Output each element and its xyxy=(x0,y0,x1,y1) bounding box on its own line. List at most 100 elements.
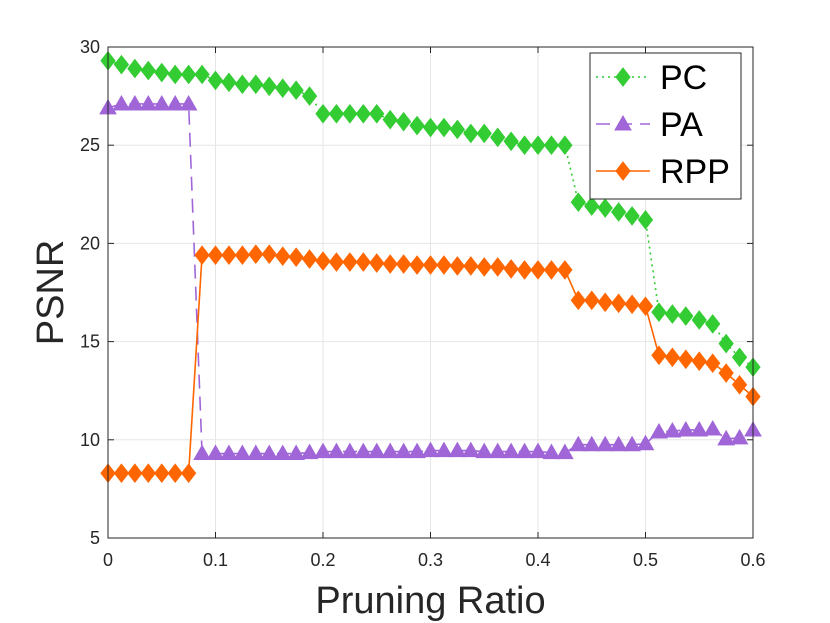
data-point-pc xyxy=(476,123,492,144)
x-tick-label: 0.2 xyxy=(310,550,335,570)
data-point-rpp xyxy=(449,256,466,276)
data-point-rpp xyxy=(113,463,130,484)
data-point-pc xyxy=(409,115,425,136)
data-point-rpp xyxy=(248,244,264,265)
data-point-pc xyxy=(127,58,143,79)
data-point-rpp xyxy=(342,252,358,272)
data-point-pc xyxy=(705,314,721,334)
data-point-pa xyxy=(582,435,601,452)
data-point-pc xyxy=(731,347,748,368)
x-tick-label: 0.4 xyxy=(525,550,550,570)
data-point-pc xyxy=(288,80,304,101)
data-point-pa xyxy=(206,444,225,461)
x-axis-label: Pruning Ratio xyxy=(315,580,545,622)
x-tick-label: 0.5 xyxy=(633,550,658,570)
data-point-pc xyxy=(664,304,681,324)
data-point-pa xyxy=(327,442,346,459)
data-point-pa xyxy=(233,444,252,461)
legend: PC PA RPP xyxy=(589,52,742,200)
data-point-rpp xyxy=(557,260,573,280)
data-point-pc xyxy=(530,135,546,156)
data-point-rpp xyxy=(288,247,304,267)
data-point-pc xyxy=(503,131,519,152)
data-point-pa xyxy=(193,444,211,461)
data-point-pa xyxy=(126,94,144,111)
data-point-pa xyxy=(139,94,158,111)
data-point-pa xyxy=(246,444,265,461)
y-tick-label: 15 xyxy=(80,332,100,352)
data-point-pa xyxy=(354,442,373,459)
data-point-rpp xyxy=(543,260,560,280)
data-point-pa xyxy=(488,442,507,459)
data-point-rpp xyxy=(610,293,627,314)
data-point-rpp xyxy=(530,260,546,280)
data-point-rpp xyxy=(691,351,707,372)
data-point-rpp xyxy=(221,245,237,265)
data-point-rpp xyxy=(651,345,667,366)
data-point-pa xyxy=(408,442,426,459)
data-point-pa xyxy=(394,442,413,459)
data-point-rpp xyxy=(234,245,251,265)
data-point-rpp xyxy=(637,296,654,317)
data-point-rpp xyxy=(516,260,533,280)
data-point-pa xyxy=(314,442,332,459)
data-point-pc xyxy=(557,135,573,156)
data-point-pc xyxy=(570,192,586,212)
data-point-rpp xyxy=(127,463,143,484)
data-point-rpp xyxy=(275,246,291,266)
data-point-pa xyxy=(703,419,722,436)
data-point-rpp xyxy=(207,245,224,265)
data-point-pc xyxy=(369,103,385,124)
data-point-pc xyxy=(301,86,318,106)
data-point-pa xyxy=(435,441,453,458)
data-point-rpp xyxy=(369,253,385,273)
data-point-rpp xyxy=(167,463,183,484)
data-point-pc xyxy=(140,60,156,81)
data-point-pc xyxy=(167,64,183,85)
data-point-rpp xyxy=(301,249,318,269)
data-point-rpp xyxy=(664,347,681,368)
data-point-pa xyxy=(717,429,735,446)
data-point-rpp xyxy=(355,252,371,272)
y-tick-label: 10 xyxy=(80,430,100,450)
y-tick-label: 30 xyxy=(80,37,100,57)
data-point-rpp xyxy=(731,374,748,395)
data-point-rpp xyxy=(154,463,170,484)
data-point-pa xyxy=(220,444,238,461)
data-point-rpp xyxy=(409,255,425,275)
y-axis-label: PSNR xyxy=(30,240,72,346)
data-point-pc xyxy=(328,103,345,124)
data-point-pc xyxy=(180,64,197,85)
data-point-rpp xyxy=(463,256,479,276)
data-point-pa xyxy=(542,443,561,460)
data-point-rpp xyxy=(624,294,640,315)
data-point-rpp xyxy=(261,244,277,265)
data-point-pa xyxy=(502,442,520,459)
data-point-pc xyxy=(516,135,533,156)
data-point-rpp xyxy=(180,463,197,484)
data-point-pa xyxy=(166,94,185,111)
data-point-pc xyxy=(691,310,707,330)
data-point-rpp xyxy=(476,257,492,277)
data-point-pa xyxy=(636,434,655,451)
data-point-pc xyxy=(422,117,439,138)
legend-item-pc: PC xyxy=(596,59,707,97)
data-point-pc xyxy=(718,333,734,354)
legend-marker-rpp xyxy=(615,161,631,181)
data-point-pc xyxy=(490,127,506,148)
x-tick-label: 0.1 xyxy=(203,550,228,570)
data-point-rpp xyxy=(140,463,156,484)
data-point-pa xyxy=(341,442,359,459)
data-point-pc xyxy=(154,62,170,83)
data-point-pa xyxy=(556,443,574,460)
data-point-pa xyxy=(421,441,440,458)
data-point-pa xyxy=(260,444,279,461)
data-point-pa xyxy=(650,422,668,439)
data-point-pa xyxy=(663,421,682,438)
data-point-pa xyxy=(515,442,534,459)
data-point-pa xyxy=(529,442,547,459)
y-tick-label: 5 xyxy=(90,528,100,548)
data-point-pc xyxy=(395,111,412,132)
x-tick-label: 0 xyxy=(103,550,113,570)
data-point-pa xyxy=(596,435,615,452)
